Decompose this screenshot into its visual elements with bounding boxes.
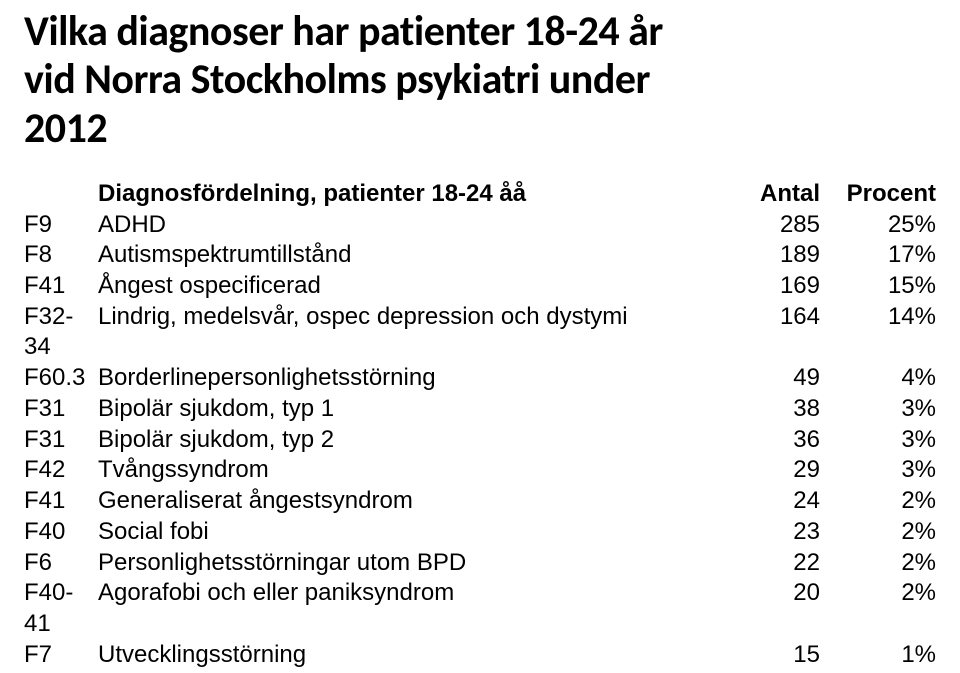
cell-antal: 164 <box>720 302 820 363</box>
cell-antal: 189 <box>720 240 820 271</box>
cell-antal: 22 <box>720 548 820 579</box>
table-row: F9 ADHD 285 25% <box>24 210 936 241</box>
table-row: F32-34 Lindrig, medelsvår, ospec depress… <box>24 302 936 363</box>
cell-antal: 24 <box>720 486 820 517</box>
cell-diag: Autismspektrumtillstånd <box>98 240 720 271</box>
cell-pct: 3% <box>820 455 936 486</box>
table-row: F41 Ångest ospecificerad 169 15% <box>24 271 936 302</box>
cell-diag: Utvecklingsstörning <box>98 640 720 671</box>
cell-diag: Agorafobi och eller paniksyndrom <box>98 578 720 639</box>
table-header-row: Diagnosfördelning, patienter 18-24 åå An… <box>24 179 936 210</box>
cell-code: F42 <box>24 455 98 486</box>
table-row: F6 Personlighetsstörningar utom BPD 22 2… <box>24 548 936 579</box>
cell-pct: 1% <box>820 640 936 671</box>
cell-code: F60.3 <box>24 363 98 394</box>
title-line-1: Vilka diagnoser har patienter 18-24 år <box>24 6 663 57</box>
cell-antal: 15 <box>720 640 820 671</box>
cell-pct: 15% <box>820 271 936 302</box>
cell-pct: 2% <box>820 548 936 579</box>
cell-antal: 20 <box>720 578 820 639</box>
cell-diag: Social fobi <box>98 517 720 548</box>
cell-pct: 2% <box>820 578 936 639</box>
table-row: F42 Tvångssyndrom 29 3% <box>24 455 936 486</box>
cell-code: F31 <box>24 425 98 456</box>
table-row: F31 Bipolär sjukdom, typ 1 38 3% <box>24 394 936 425</box>
cell-antal: 169 <box>720 271 820 302</box>
cell-pct: 14% <box>820 302 936 363</box>
cell-code: F40-41 <box>24 578 98 639</box>
title-line-2: vid Norra Stockholms psykiatri under <box>24 54 650 105</box>
header-antal: Antal <box>720 179 820 210</box>
cell-code: F32-34 <box>24 302 98 363</box>
cell-antal: 23 <box>720 517 820 548</box>
cell-pct: 17% <box>820 240 936 271</box>
cell-diag: Bipolär sjukdom, typ 1 <box>98 394 720 425</box>
cell-code: F40 <box>24 517 98 548</box>
cell-diag: Bipolär sjukdom, typ 2 <box>98 425 720 456</box>
cell-code: F41 <box>24 486 98 517</box>
table-row: F41 Generaliserat ångestsyndrom 24 2% <box>24 486 936 517</box>
cell-diag: Tvångssyndrom <box>98 455 720 486</box>
cell-antal: 36 <box>720 425 820 456</box>
cell-diag: Borderlinepersonlighetsstörning <box>98 363 720 394</box>
diagnosis-table: Diagnosfördelning, patienter 18-24 åå An… <box>24 179 936 673</box>
cell-code: F6 <box>24 548 98 579</box>
cell-code: F8 <box>24 240 98 271</box>
table-row: F31 Bipolär sjukdom, typ 2 36 3% <box>24 425 936 456</box>
cell-antal: 38 <box>720 394 820 425</box>
table-row: F7 Utvecklingsstörning 15 1% <box>24 640 936 671</box>
cell-pct: 3% <box>820 425 936 456</box>
cell-code: F9 <box>24 210 98 241</box>
table-row: F40-41 Agorafobi och eller paniksyndrom … <box>24 578 936 639</box>
cell-antal: 29 <box>720 455 820 486</box>
cell-pct: 25% <box>820 210 936 241</box>
cell-pct: 4% <box>820 363 936 394</box>
cell-pct: 3% <box>820 394 936 425</box>
table-row: F40 Social fobi 23 2% <box>24 517 936 548</box>
table-row: F8 Autismspektrumtillstånd 189 17% <box>24 240 936 271</box>
cell-code: F31 <box>24 394 98 425</box>
header-procent: Procent <box>820 179 936 210</box>
slide-title: Vilka diagnoser har patienter 18-24 år v… <box>24 8 936 153</box>
header-diag: Diagnosfördelning, patienter 18-24 åå <box>98 179 720 210</box>
cell-code: F41 <box>24 271 98 302</box>
cell-diag: ADHD <box>98 210 720 241</box>
cell-diag: Ångest ospecificerad <box>98 271 720 302</box>
table-row: F60.3 Borderlinepersonlighetsstörning 49… <box>24 363 936 394</box>
header-blank <box>24 179 98 210</box>
slide-container: Vilka diagnoser har patienter 18-24 år v… <box>0 0 960 673</box>
cell-antal: 285 <box>720 210 820 241</box>
cell-diag: Personlighetsstörningar utom BPD <box>98 548 720 579</box>
cell-diag: Generaliserat ångestsyndrom <box>98 486 720 517</box>
cell-pct: 2% <box>820 486 936 517</box>
cell-diag: Lindrig, medelsvår, ospec depression och… <box>98 302 720 363</box>
cell-pct: 2% <box>820 517 936 548</box>
cell-antal: 49 <box>720 363 820 394</box>
cell-code: F7 <box>24 640 98 671</box>
title-line-3: 2012 <box>24 103 107 154</box>
